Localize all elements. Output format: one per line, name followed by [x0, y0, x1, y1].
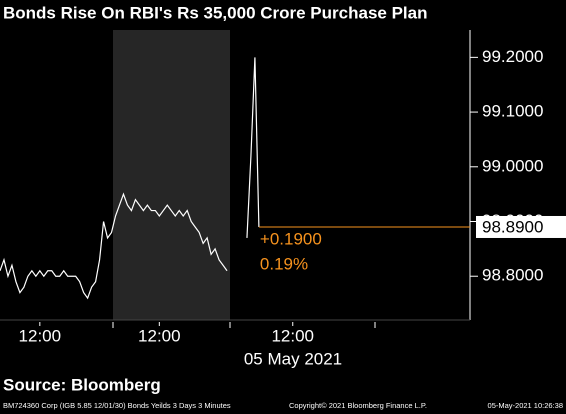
change-annotation: +0.1900 [260, 229, 322, 248]
x-tick-label: 12:00 [138, 326, 181, 345]
footer-right: 05-May-2021 10:26:38 [488, 401, 563, 410]
session-shade [113, 30, 230, 320]
y-tick-label: 99.2000 [482, 47, 543, 66]
price-line [0, 57, 260, 300]
chart-title: Bonds Rise On RBI's Rs 35,000 Crore Purc… [3, 3, 427, 22]
last-price-label: 98.8900 [482, 217, 543, 236]
y-tick-label: 98.8000 [482, 266, 543, 285]
change-annotation: 0.19% [260, 254, 308, 273]
y-tick-label: 99.0000 [482, 156, 543, 175]
source: Source: Bloomberg [3, 375, 161, 394]
last-price-box [476, 215, 566, 238]
date-label: 05 May 2021 [244, 349, 342, 368]
y-tick-label: 99.1000 [482, 102, 543, 121]
x-tick-label: 12:00 [19, 326, 62, 345]
footer-mid: Copyright© 2021 Bloomberg Finance L.P. [289, 401, 427, 410]
footer-left: BM724360 Corp (IGB 5.85 12/01/30) Bonds … [3, 401, 231, 410]
x-tick-label: 12:00 [271, 326, 314, 345]
